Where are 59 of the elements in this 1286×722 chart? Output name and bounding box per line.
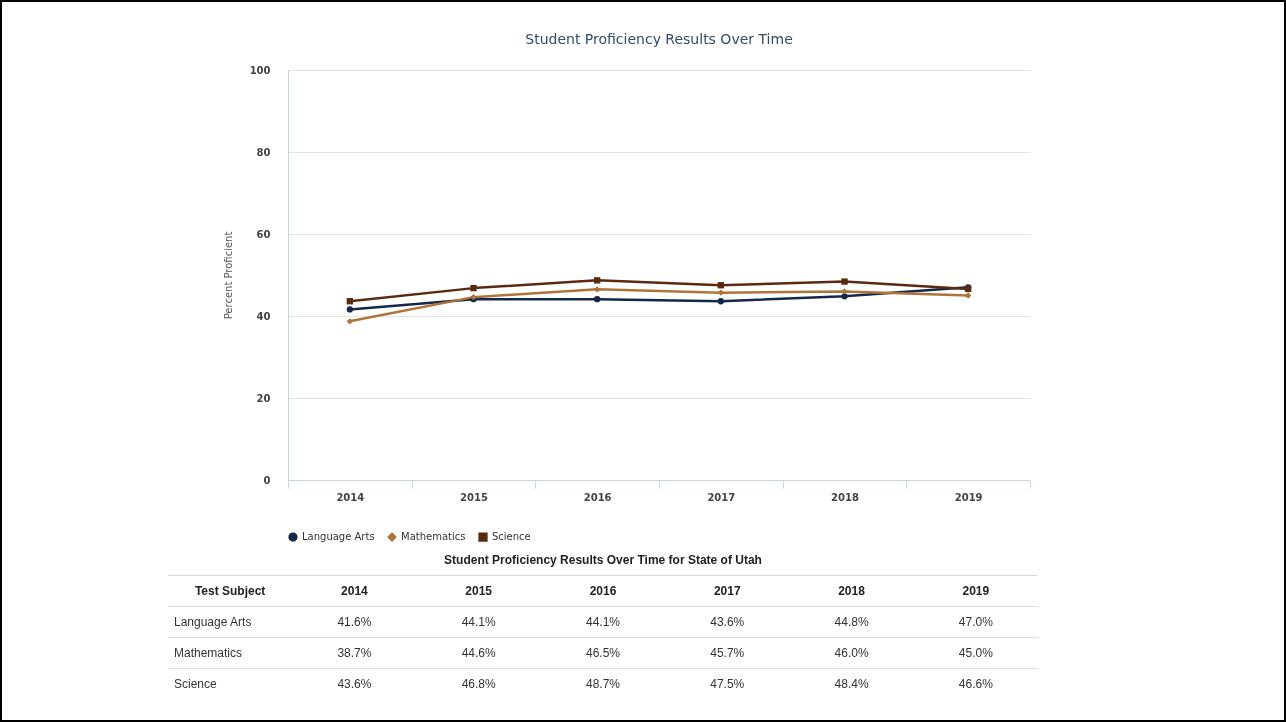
data-label: 44.6% <box>416 637 541 669</box>
y-tick-label: 80 <box>256 146 271 158</box>
data-label: 48.7% <box>540 668 666 699</box>
point <box>594 286 601 293</box>
data-label: 38.7% <box>292 637 417 669</box>
data-label: 47.0% <box>913 606 1038 638</box>
category-label: 2018 <box>838 584 865 598</box>
point <box>841 288 848 295</box>
text: Student Proficiency Results Over Time for State of Utah <box>443 552 763 569</box>
point <box>594 277 601 284</box>
y-tick-label: 100 <box>249 64 271 76</box>
point <box>346 298 353 305</box>
data-label: 44.8% <box>789 606 914 638</box>
point <box>841 278 848 285</box>
x-tick-label: 2016 <box>583 491 612 503</box>
y-tick-label: 20 <box>256 392 271 404</box>
point <box>346 318 353 325</box>
y-tick-label: 40 <box>256 310 271 322</box>
category-label: 2016 <box>589 584 617 598</box>
y-tick-label: 0 <box>263 474 271 486</box>
point <box>346 306 353 313</box>
legend-label: Mathematics <box>401 531 466 543</box>
data-label: 46.5% <box>540 637 666 669</box>
data-label: 41.6% <box>292 606 417 638</box>
data-label: 46.0% <box>789 637 914 669</box>
x-tick-label: 2015 <box>460 491 488 503</box>
category-label: 2014 <box>341 584 368 598</box>
text: Science <box>174 677 217 691</box>
x-tick-label: 2014 <box>336 491 365 503</box>
category-label: 2017 <box>713 584 741 598</box>
point <box>594 296 601 303</box>
category-label: 2019 <box>962 584 990 598</box>
data-label: 44.1% <box>540 606 666 638</box>
point <box>717 298 724 305</box>
data-label: 47.5% <box>665 668 790 699</box>
x-tick-label: 2018 <box>831 491 859 503</box>
category-label: 2015 <box>465 584 493 598</box>
text: Mathematics <box>174 646 243 660</box>
data-label: 46.6% <box>913 668 1038 699</box>
text: Test Subject <box>168 575 293 607</box>
data-label: 45.7% <box>665 637 790 669</box>
point <box>470 284 477 292</box>
data-label: 43.6% <box>665 606 790 638</box>
y-axis-title: Percent Proficient <box>222 231 234 320</box>
x-tick-label: 2017 <box>707 491 736 503</box>
data-label: 48.4% <box>789 668 914 699</box>
data-label: 45.0% <box>913 637 1038 669</box>
point <box>717 289 724 296</box>
x-tick-label: 2019 <box>954 491 983 503</box>
y-tick-label: 60 <box>256 228 271 240</box>
data-label: 44.1% <box>416 606 541 638</box>
legend-label: Science <box>492 531 531 543</box>
text: Language Arts <box>174 615 252 629</box>
point <box>717 282 724 289</box>
data-label: 46.8% <box>416 668 541 699</box>
legend-label: Language Arts <box>302 531 375 543</box>
point <box>965 292 972 299</box>
data-label: 43.6% <box>292 668 417 699</box>
chart-title: Student Proficiency Results Over Time <box>525 31 793 47</box>
